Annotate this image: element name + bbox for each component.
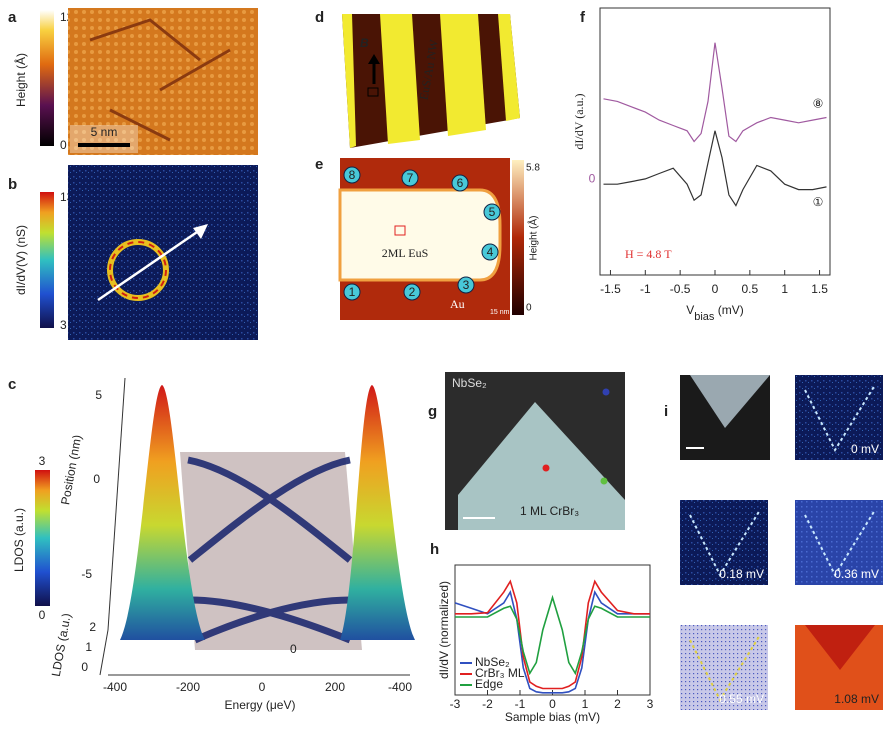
y-axis-title: dI/dV (normalized) [437, 581, 451, 679]
panel-label: g [428, 403, 437, 420]
series-line [604, 43, 827, 142]
x-tick-label: 1.5 [811, 282, 828, 296]
colorbar-title: Height (Å) [13, 53, 28, 107]
zero-label: 0 [589, 171, 596, 185]
panel-label: e [315, 156, 323, 173]
series-label: ① [813, 195, 824, 209]
annotation: 0 [290, 642, 297, 656]
coherence-peak [340, 385, 415, 640]
position-tick: 5 [95, 388, 102, 402]
site-label: 3 [463, 278, 470, 292]
x-axis-title: Vbias (mV) [686, 303, 744, 323]
x-tick-label: -1 [515, 697, 526, 711]
site-label: 7 [407, 171, 414, 185]
colorbar [35, 470, 50, 606]
colorbar [40, 192, 54, 328]
position-tick: -5 [81, 567, 92, 581]
substrate-label: Au [450, 297, 465, 311]
series-label: ⑧ [813, 97, 824, 111]
x-axis-title-part: (mV) [714, 303, 743, 317]
colorbar [512, 160, 524, 315]
panel-label: c [8, 376, 16, 393]
series-line [604, 131, 827, 206]
site-label: 6 [457, 176, 464, 190]
panel-label: d [315, 9, 324, 26]
point [543, 465, 550, 472]
colorbar-min: 0 [60, 138, 67, 152]
position-axis [108, 378, 125, 630]
energy-tick: -400 [103, 680, 127, 694]
energy-tick: -400 [388, 680, 412, 694]
x-axis-title-part: bias [694, 311, 715, 323]
colorbar-title: dI/dV(V) (nS) [14, 225, 28, 295]
x-axis-title: Sample bias (mV) [505, 710, 600, 724]
island-label: 1 ML CrBr₃ [520, 504, 579, 518]
chart-label: h [430, 541, 439, 558]
plot-frame [600, 8, 830, 275]
colorbar-max: 3 [39, 454, 46, 468]
colorbar-title: Height (Å) [527, 215, 540, 260]
x-tick-label: -0.5 [670, 282, 691, 296]
island-label: 2ML EuS [382, 246, 429, 260]
field-annotation: H = 4.8 T [625, 247, 672, 261]
position-title: Position (nm) [58, 434, 84, 506]
panel-label: a [8, 9, 17, 26]
site-label: 5 [489, 205, 496, 219]
panel-label: b [8, 176, 17, 193]
energy-tick: -200 [176, 680, 200, 694]
site-label: 4 [487, 245, 494, 259]
site-label: 8 [349, 168, 356, 182]
map-label: 0.18 mV [719, 567, 764, 581]
energy-title: Energy (μeV) [225, 698, 296, 712]
x-tick-label: -1.5 [600, 282, 621, 296]
position-tick: 0 [93, 472, 100, 486]
scale-label: 5 nm [91, 125, 118, 139]
point [603, 389, 610, 396]
figure: a 1 2 0 Height (Å) 5 nm b 1 3 3 dI/dV(V) (… [0, 0, 883, 729]
legend-label: Edge [475, 677, 503, 691]
ldos-tick: 1 [85, 640, 92, 654]
x-tick-label: 3 [647, 697, 654, 711]
x-tick-label: -3 [450, 697, 461, 711]
map-label: 0.55 mV [719, 692, 764, 706]
colorbar-title: LDOS (a.u.) [12, 508, 26, 572]
colorbar-min: 0 [39, 608, 46, 622]
ldos-tick: 0 [81, 660, 88, 674]
x-tick-label: 0.5 [742, 282, 759, 296]
field-label: B [360, 36, 369, 50]
site-label: 1 [349, 285, 356, 299]
site-label: 2 [409, 285, 416, 299]
point [601, 478, 608, 485]
x-tick-label: -1 [640, 282, 651, 296]
y-axis-title: dI/dV (a.u.) [572, 93, 586, 149]
map-label: 0.36 mV [834, 567, 879, 581]
x-tick-label: 0 [549, 697, 556, 711]
map-label: 0 mV [851, 442, 879, 456]
ldos-tick: 2 [89, 620, 96, 634]
colorbar-max: 5.8 [526, 163, 540, 174]
x-tick-label: -2 [482, 697, 493, 711]
x-tick-label: 0 [712, 282, 719, 296]
island [340, 190, 500, 280]
colorbar-min: 3 [60, 318, 67, 332]
panel-label: i [664, 403, 668, 420]
x-tick-label: 1 [582, 697, 589, 711]
energy-tick: 0 [259, 680, 266, 694]
x-axis-title-part: V [686, 303, 694, 317]
stripe [440, 14, 486, 136]
colorbar [40, 10, 54, 146]
substrate-label: NbSe₂ [452, 376, 487, 390]
x-tick-label: 2 [614, 697, 621, 711]
scale-label: 15 nm [490, 309, 510, 316]
ldos-title: LDOS (a.u.) [49, 612, 74, 677]
colorbar-min: 0 [526, 303, 532, 314]
ldos-axis [100, 630, 108, 675]
energy-tick: 200 [325, 680, 345, 694]
map-label: 1.08 mV [834, 692, 879, 706]
chart-label: f [580, 9, 586, 26]
x-tick-label: 1 [781, 282, 788, 296]
